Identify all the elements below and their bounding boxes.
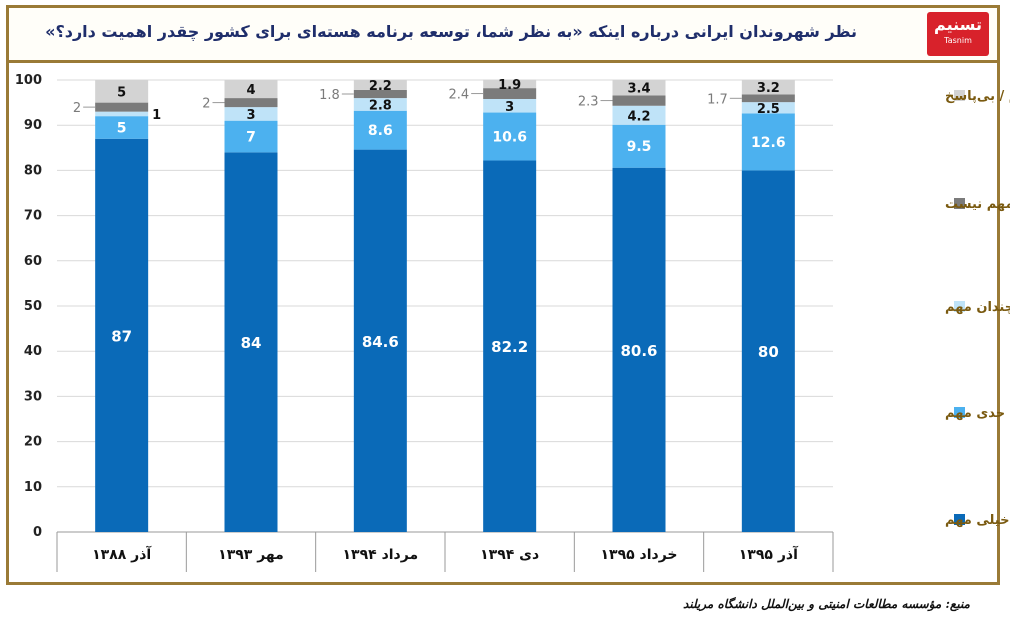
bar-segment [353, 110, 407, 150]
bar-segment [353, 149, 407, 532]
y-tick-label: 90 [24, 118, 42, 133]
x-tick-label: آذر ۱۳۹۵ [739, 545, 799, 563]
chart-title: نظر شهروندان ایرانی درباره اینکه «به نظر… [45, 22, 857, 41]
bar-segment [353, 80, 407, 90]
bar-segment [483, 98, 537, 113]
bar-segment [483, 79, 537, 89]
bar-segment [95, 102, 149, 112]
data-label: 2.2 [369, 79, 392, 94]
bar-segment [483, 88, 537, 99]
legend-swatch [954, 407, 965, 418]
bar-segment [483, 160, 537, 532]
data-label: 87 [111, 327, 132, 345]
data-label: 1.7 [707, 92, 728, 107]
x-tick-label: دی ۱۳۹۴ [480, 547, 539, 563]
bar-segment [224, 98, 278, 108]
data-label: 84 [241, 334, 262, 352]
bar-segment [353, 98, 407, 111]
data-label: 3 [246, 108, 255, 123]
legend-label: تا حدی مهم [945, 406, 1010, 421]
source-note: منبع: مؤسسه مطالعات امنیتی و بین‌الملل د… [683, 597, 970, 611]
bar-segment [741, 170, 795, 532]
data-label: 84.6 [362, 333, 399, 351]
bar-segment [612, 80, 666, 96]
x-tick-label: آذر ۱۳۸۸ [92, 545, 152, 563]
y-tick-label: 40 [24, 344, 42, 359]
bar-segment [741, 94, 795, 103]
y-tick-label: 80 [24, 163, 42, 178]
data-label: 2 [202, 97, 210, 112]
x-tick-label: مرداد ۱۳۹۴ [343, 547, 419, 563]
bar-segment [95, 138, 149, 532]
bar-segment [612, 124, 666, 168]
data-label: 7 [246, 130, 256, 146]
data-label: 3.4 [627, 82, 650, 97]
data-label: 5 [117, 120, 127, 136]
y-tick-label: 20 [24, 435, 42, 450]
data-label: 12.6 [751, 135, 786, 151]
logo-sub: Tasnim [944, 36, 972, 45]
bar-segment [741, 102, 795, 114]
legend-label: خیلی مهم [945, 513, 1010, 528]
data-label: 2.5 [757, 102, 780, 117]
bar-segment [741, 80, 795, 95]
legend-label: نه چندان مهم [945, 300, 1010, 315]
y-tick-label: 10 [24, 480, 42, 495]
data-label: 4 [246, 83, 255, 98]
data-label: 3.2 [757, 81, 780, 96]
data-label: 80.6 [620, 342, 657, 360]
data-label: 1.8 [319, 88, 340, 103]
bar-segment [224, 152, 278, 532]
y-tick-label: 70 [24, 209, 42, 224]
data-label: 2.8 [369, 98, 392, 113]
data-label: 8.6 [368, 123, 393, 139]
legend-swatch [954, 90, 965, 101]
title-bar: نظر شهروندان ایرانی درباره اینکه «به نظر… [9, 8, 997, 63]
x-tick-label: خرداد ۱۳۹۵ [600, 547, 677, 563]
data-label: 2.4 [448, 88, 469, 103]
data-label: 80 [758, 343, 779, 361]
bar-segment [741, 113, 795, 171]
x-tick-label: مهر ۱۳۹۳ [218, 547, 284, 563]
data-label: 1.9 [498, 78, 521, 93]
data-label: 2.3 [578, 95, 599, 110]
legend-swatch [954, 514, 965, 525]
data-label: 3 [505, 100, 514, 115]
data-label: 5 [117, 85, 126, 100]
bar-segment [224, 80, 278, 99]
bar-segment [483, 112, 537, 161]
bar-segment [612, 105, 666, 125]
data-label: 10.6 [492, 130, 527, 146]
bar-segment [353, 89, 407, 99]
bar-segment [612, 167, 666, 533]
legend-swatch [954, 301, 965, 312]
legend-label: اصلا مهم نیست [945, 197, 1010, 212]
bar-segment [95, 111, 149, 117]
y-tick-label: 50 [24, 299, 42, 314]
data-label: 9.5 [627, 139, 652, 155]
bar-segment [95, 80, 149, 103]
bar-segment [224, 107, 278, 121]
y-tick-label: 60 [24, 254, 42, 269]
logo-name: تسنیم [934, 15, 982, 34]
y-tick-label: 0 [33, 525, 42, 540]
y-tick-label: 100 [15, 73, 42, 88]
bar-segment [612, 95, 666, 106]
bar-segment [224, 120, 278, 153]
y-tick-label: 30 [24, 389, 42, 404]
data-label: 82.2 [491, 338, 528, 356]
data-label: 2 [73, 101, 81, 116]
data-label: 4.2 [627, 109, 650, 124]
data-label: 1 [152, 108, 161, 123]
tasnim-logo: تسنیم Tasnim [927, 12, 989, 56]
legend-swatch [954, 198, 965, 209]
bar-segment [95, 116, 149, 139]
